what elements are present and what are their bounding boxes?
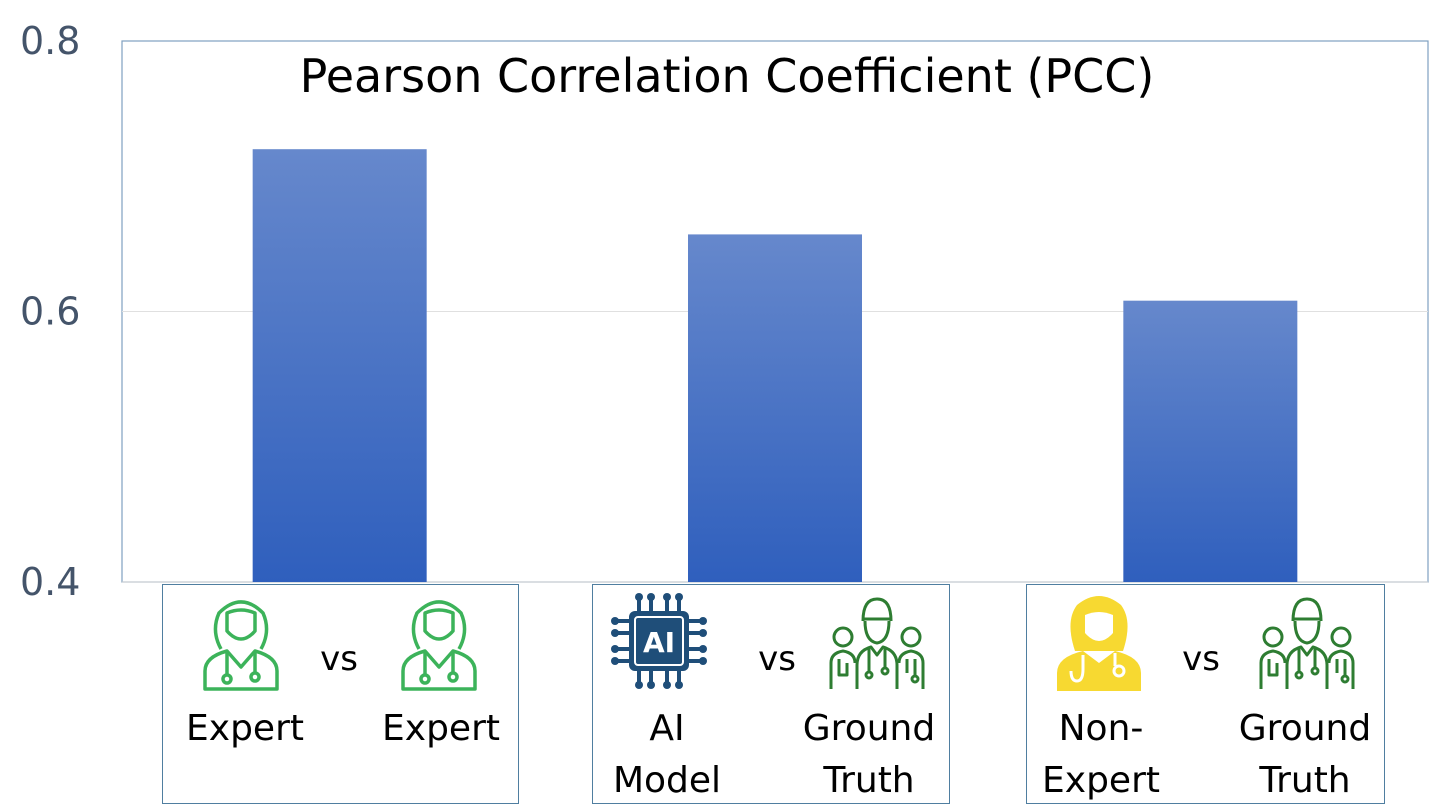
bar-3 — [1123, 300, 1298, 582]
medical-team-icon — [1259, 597, 1355, 689]
left-label: AI Model — [612, 708, 722, 801]
vs-text: vs — [320, 639, 358, 679]
ai-chip-icon: AI — [611, 593, 707, 689]
category-box-non-expert-vs-ground-truth: vs Non- Expert Ground Truth — [1026, 584, 1385, 804]
medical-team-icon — [829, 597, 925, 689]
left-label: Expert — [186, 708, 304, 749]
y-tick-label: 0.4 — [20, 560, 80, 604]
doctor-expert-icon — [203, 600, 279, 691]
chart-title: Pearson Correlation Coefficient (PCC) — [300, 49, 1155, 103]
y-tick-label: 0.8 — [20, 19, 80, 63]
right-label: Expert — [382, 708, 500, 749]
svg-text:AI: AI — [643, 626, 675, 659]
vs-text: vs — [758, 639, 796, 679]
vs-text: vs — [1182, 639, 1220, 679]
bar-2 — [688, 234, 862, 582]
category-box-ai-vs-ground-truth: AI vs AI Model Ground Truth — [592, 584, 950, 804]
category-box-expert-vs-expert: vs Expert Expert — [162, 584, 519, 804]
y-axis-ticks: 0.4 0.6 0.8 — [20, 19, 80, 604]
right-label: Ground Truth — [1238, 708, 1372, 801]
doctor-expert-icon — [401, 600, 477, 691]
non-expert-person-icon — [1057, 596, 1141, 691]
bar-1 — [252, 149, 427, 582]
bars — [252, 149, 1298, 582]
right-label: Ground Truth — [802, 708, 936, 801]
left-label: Non- Expert — [1042, 708, 1160, 801]
y-tick-label: 0.6 — [20, 290, 80, 334]
